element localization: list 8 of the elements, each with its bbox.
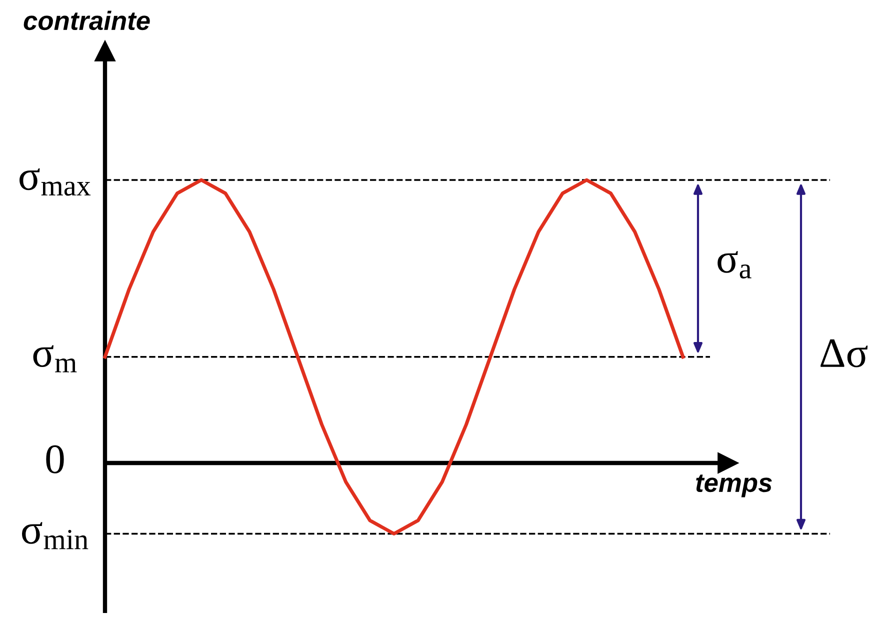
text: σ$_{a}$ — [718, 251, 752, 278]
ref-line-label: σ$_{m}$ — [33, 345, 77, 372]
x-axis-title: temps — [696, 474, 772, 498]
text: contrainte — [24, 10, 150, 30]
ref-line-label: σ$_{min}$ — [22, 522, 88, 550]
ref-line-label: σ$_{max}$ — [20, 168, 91, 196]
ref-line-label: 0 — [46, 445, 64, 474]
text: Δσ — [820, 339, 868, 368]
